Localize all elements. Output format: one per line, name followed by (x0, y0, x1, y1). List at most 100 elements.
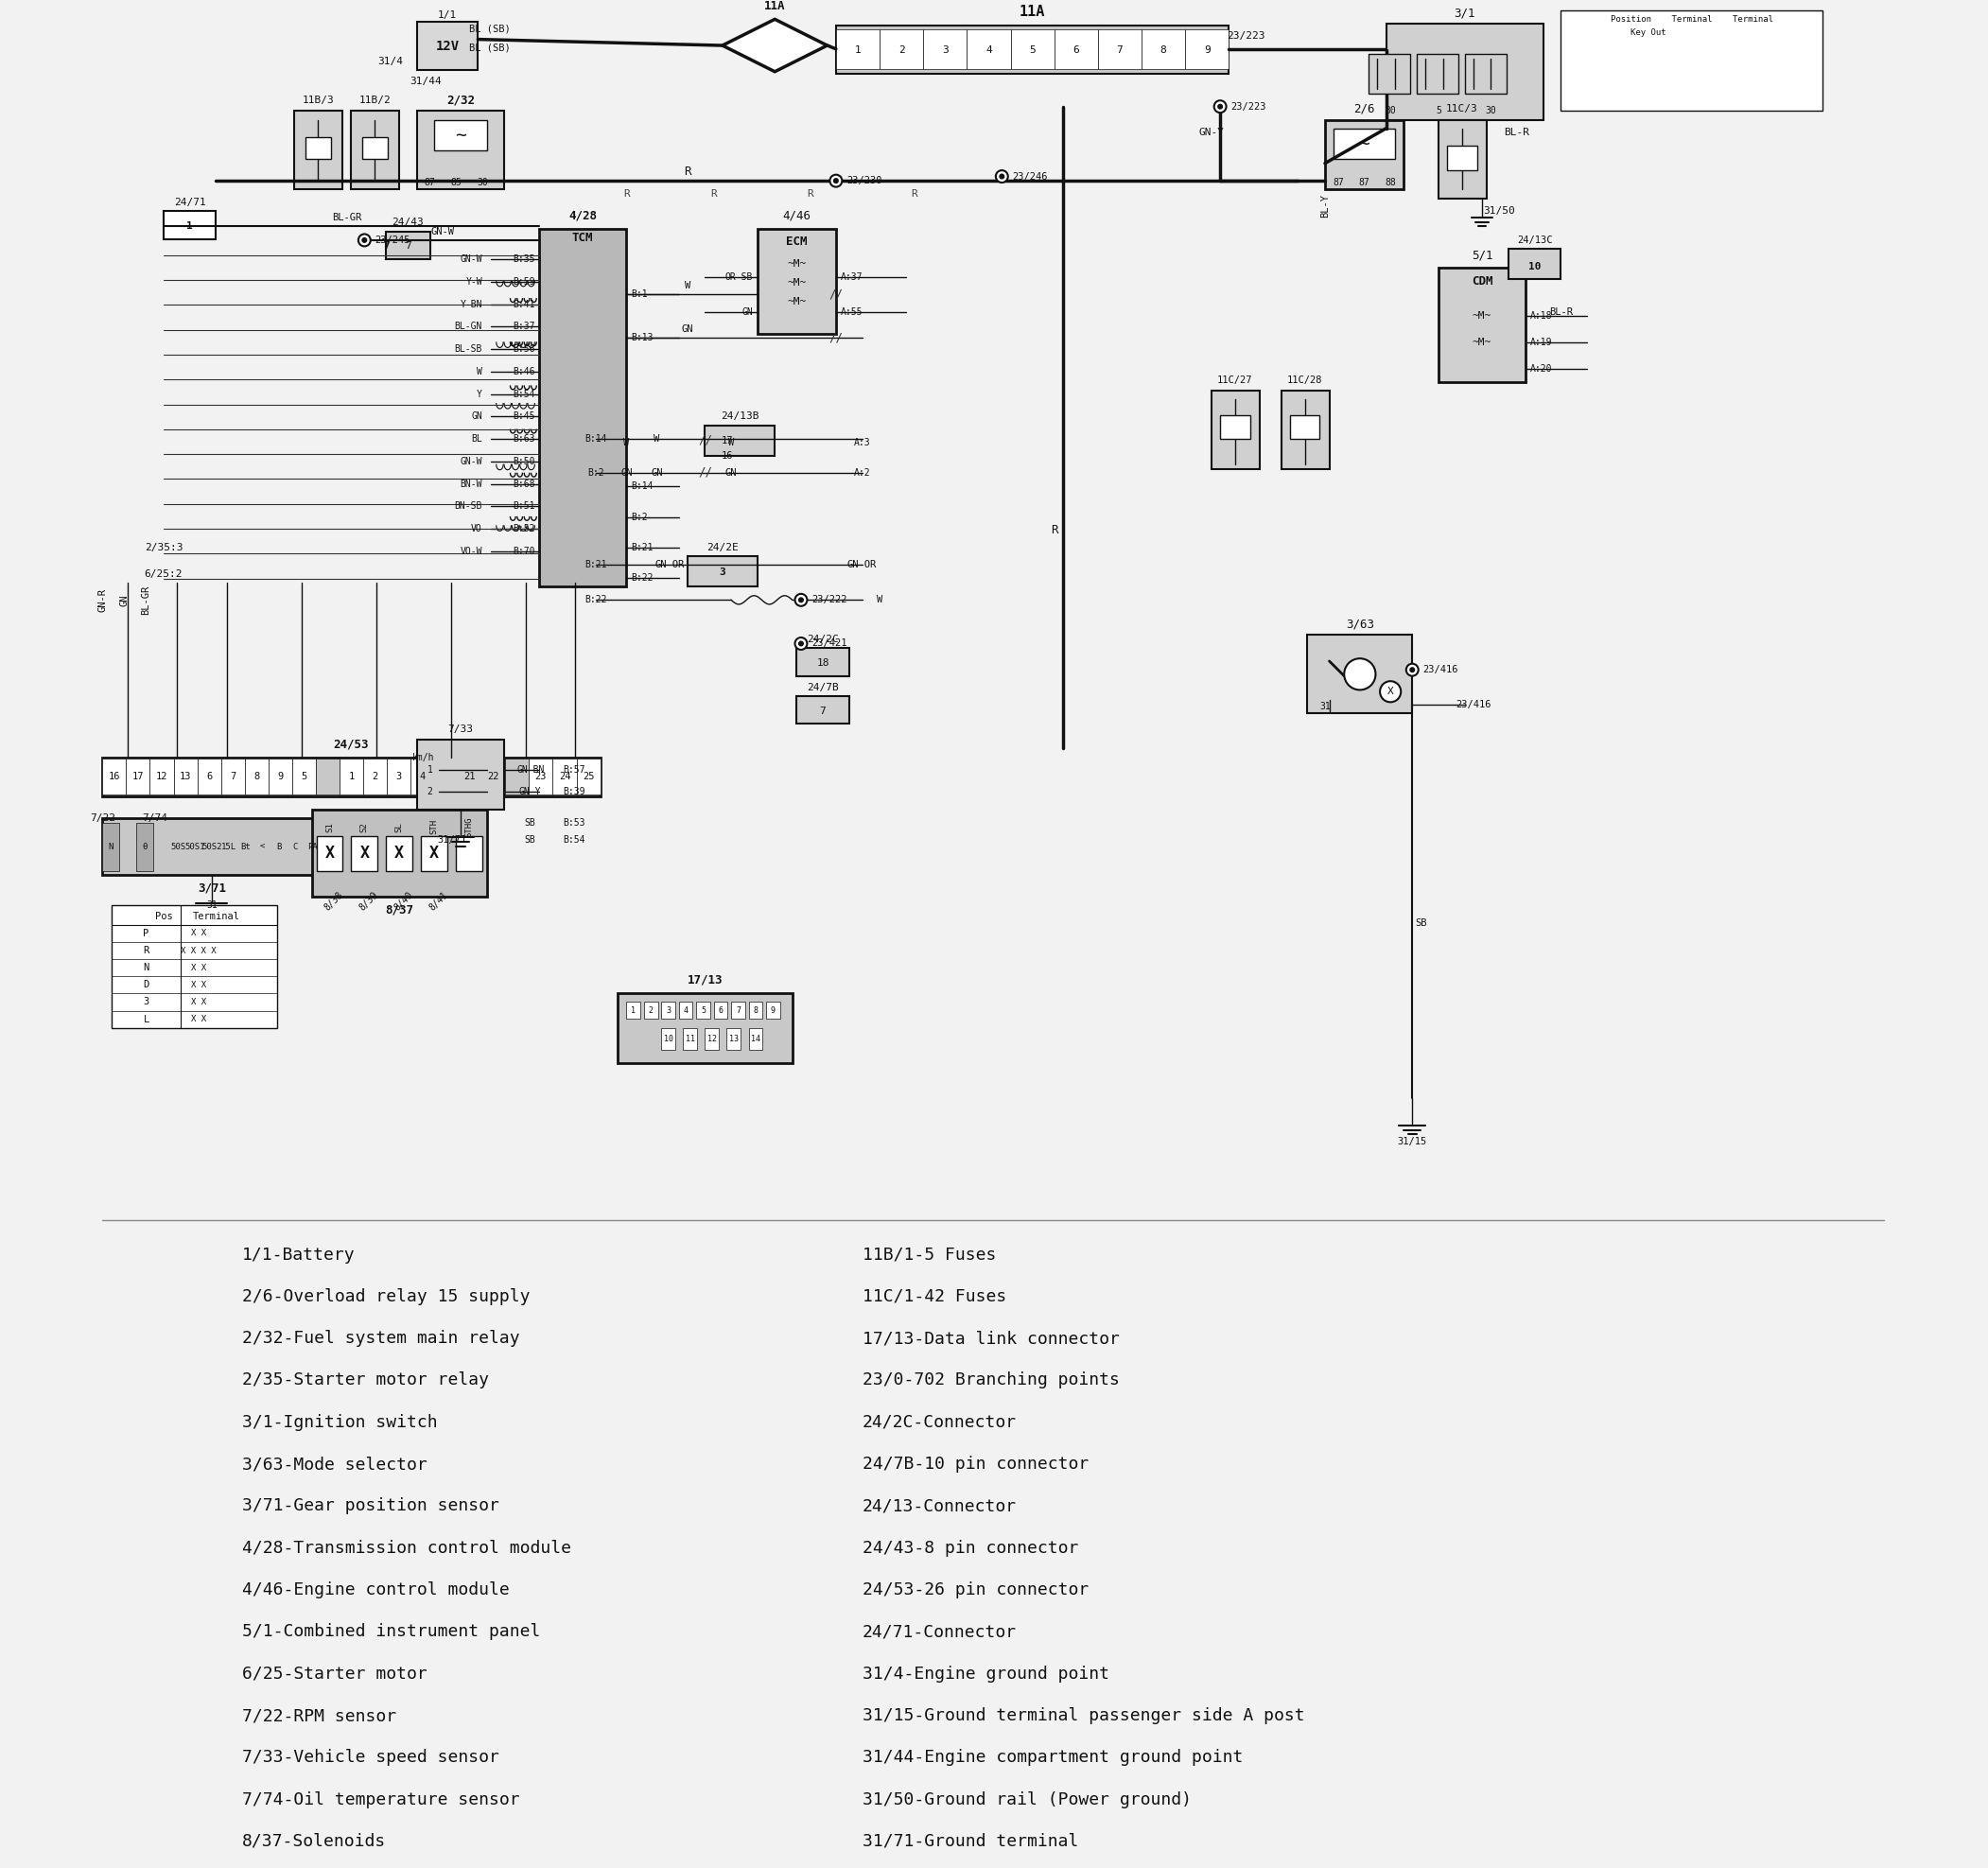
Text: Bt: Bt (241, 842, 250, 852)
Text: 17: 17 (722, 437, 734, 446)
Text: B:57: B:57 (563, 766, 584, 775)
Text: X: X (360, 844, 370, 861)
Bar (103, 757, 600, 796)
Text: W: W (684, 280, 690, 290)
Text: 23/222: 23/222 (811, 596, 847, 605)
Text: 15L: 15L (221, 842, 237, 852)
Text: 11A: 11A (763, 0, 785, 13)
Text: 11C/27: 11C/27 (1217, 375, 1252, 385)
Bar (149, 758, 173, 794)
Bar (577, 758, 600, 794)
Bar (1097, 30, 1141, 69)
Text: //: // (829, 333, 843, 344)
Circle shape (1000, 174, 1004, 179)
Text: 1/1-Battery: 1/1-Battery (243, 1246, 356, 1263)
Text: B:2: B:2 (630, 512, 648, 521)
Text: VO: VO (471, 525, 483, 534)
Bar (714, 1001, 728, 1020)
Text: 2/6: 2/6 (1354, 103, 1376, 116)
Bar (433, 120, 487, 149)
Text: BL (SB): BL (SB) (469, 24, 511, 34)
Text: 3/1: 3/1 (1453, 7, 1475, 19)
Text: 14: 14 (751, 1035, 759, 1044)
Text: B:37: B:37 (513, 321, 535, 331)
Text: GN-W: GN-W (431, 226, 455, 235)
Bar (1386, 24, 1543, 120)
Text: 17/13: 17/13 (688, 973, 724, 986)
Bar (1308, 635, 1411, 714)
Text: ECM: ECM (785, 235, 807, 248)
Text: 25: 25 (582, 771, 594, 781)
Text: 24/13-Connector: 24/13-Connector (863, 1498, 1016, 1515)
Text: B:41: B:41 (513, 299, 535, 308)
Text: W: W (877, 596, 883, 605)
Text: Y-W: Y-W (465, 276, 483, 286)
Text: 24/43-8 pin connector: 24/43-8 pin connector (863, 1539, 1077, 1556)
Text: 4: 4 (684, 1007, 688, 1014)
Text: 11B/3: 11B/3 (302, 95, 334, 105)
Text: 4/46: 4/46 (783, 209, 811, 222)
Bar (1465, 54, 1507, 93)
Text: 31/4-Engine ground point: 31/4-Engine ground point (863, 1664, 1109, 1683)
Text: Terminal: Terminal (193, 912, 241, 921)
Text: 1: 1 (630, 1007, 636, 1014)
Text: 31/50: 31/50 (1483, 207, 1515, 217)
Text: GN-W: GN-W (459, 458, 483, 467)
Text: 4/28-Transmission control module: 4/28-Transmission control module (243, 1539, 571, 1556)
Text: 23/0-702 Branching points: 23/0-702 Branching points (863, 1371, 1119, 1390)
Bar (352, 835, 378, 870)
Text: 23/246: 23/246 (1012, 172, 1048, 181)
Text: 1: 1 (187, 222, 193, 232)
Bar (455, 835, 483, 870)
Text: B:22: B:22 (584, 596, 606, 605)
Text: 9: 9 (276, 771, 282, 781)
Text: PA: PA (308, 842, 318, 852)
Text: 7: 7 (406, 241, 412, 250)
Text: 5: 5 (1435, 106, 1441, 116)
Text: 7/33: 7/33 (447, 725, 473, 734)
Circle shape (362, 237, 366, 243)
Text: 4/46-Engine control module: 4/46-Engine control module (243, 1582, 509, 1599)
Text: B:54: B:54 (513, 389, 535, 400)
Text: L: L (143, 1014, 149, 1024)
Text: R: R (911, 189, 918, 198)
Text: 17: 17 (131, 771, 143, 781)
Text: 22: 22 (487, 771, 499, 781)
Text: 6/25:2: 6/25:2 (145, 570, 183, 579)
Text: 87: 87 (423, 177, 435, 187)
Text: 13: 13 (730, 1035, 738, 1044)
Text: S2: S2 (360, 822, 368, 831)
Text: N: N (107, 842, 113, 852)
Text: 24: 24 (559, 771, 571, 781)
Bar (421, 835, 447, 870)
Text: W: W (654, 433, 660, 443)
Bar (529, 758, 553, 794)
Text: 30: 30 (477, 177, 487, 187)
Text: BL-R: BL-R (1505, 129, 1531, 138)
Text: X X: X X (191, 964, 207, 971)
Bar (1211, 390, 1260, 469)
Text: R: R (710, 189, 718, 198)
Text: C: C (292, 842, 298, 852)
Text: ~: ~ (455, 127, 465, 144)
Text: 8: 8 (1161, 45, 1167, 54)
Text: N: N (143, 964, 149, 973)
Text: 11: 11 (686, 1035, 696, 1044)
Bar (340, 758, 364, 794)
Bar (386, 835, 412, 870)
Bar (103, 822, 119, 870)
Text: 3: 3 (666, 1007, 670, 1014)
Text: A:2: A:2 (853, 469, 871, 478)
Text: W: W (728, 437, 734, 448)
Text: 12: 12 (155, 771, 167, 781)
Bar (749, 1027, 763, 1050)
Bar (197, 758, 221, 794)
Text: B:14: B:14 (584, 433, 606, 443)
Text: 11A: 11A (1020, 6, 1046, 19)
Bar (1334, 129, 1396, 159)
Bar (111, 906, 276, 1027)
Text: B:63: B:63 (513, 433, 535, 445)
Text: GN: GN (620, 469, 632, 478)
Text: B:45: B:45 (513, 411, 535, 422)
Text: 7: 7 (819, 706, 827, 715)
